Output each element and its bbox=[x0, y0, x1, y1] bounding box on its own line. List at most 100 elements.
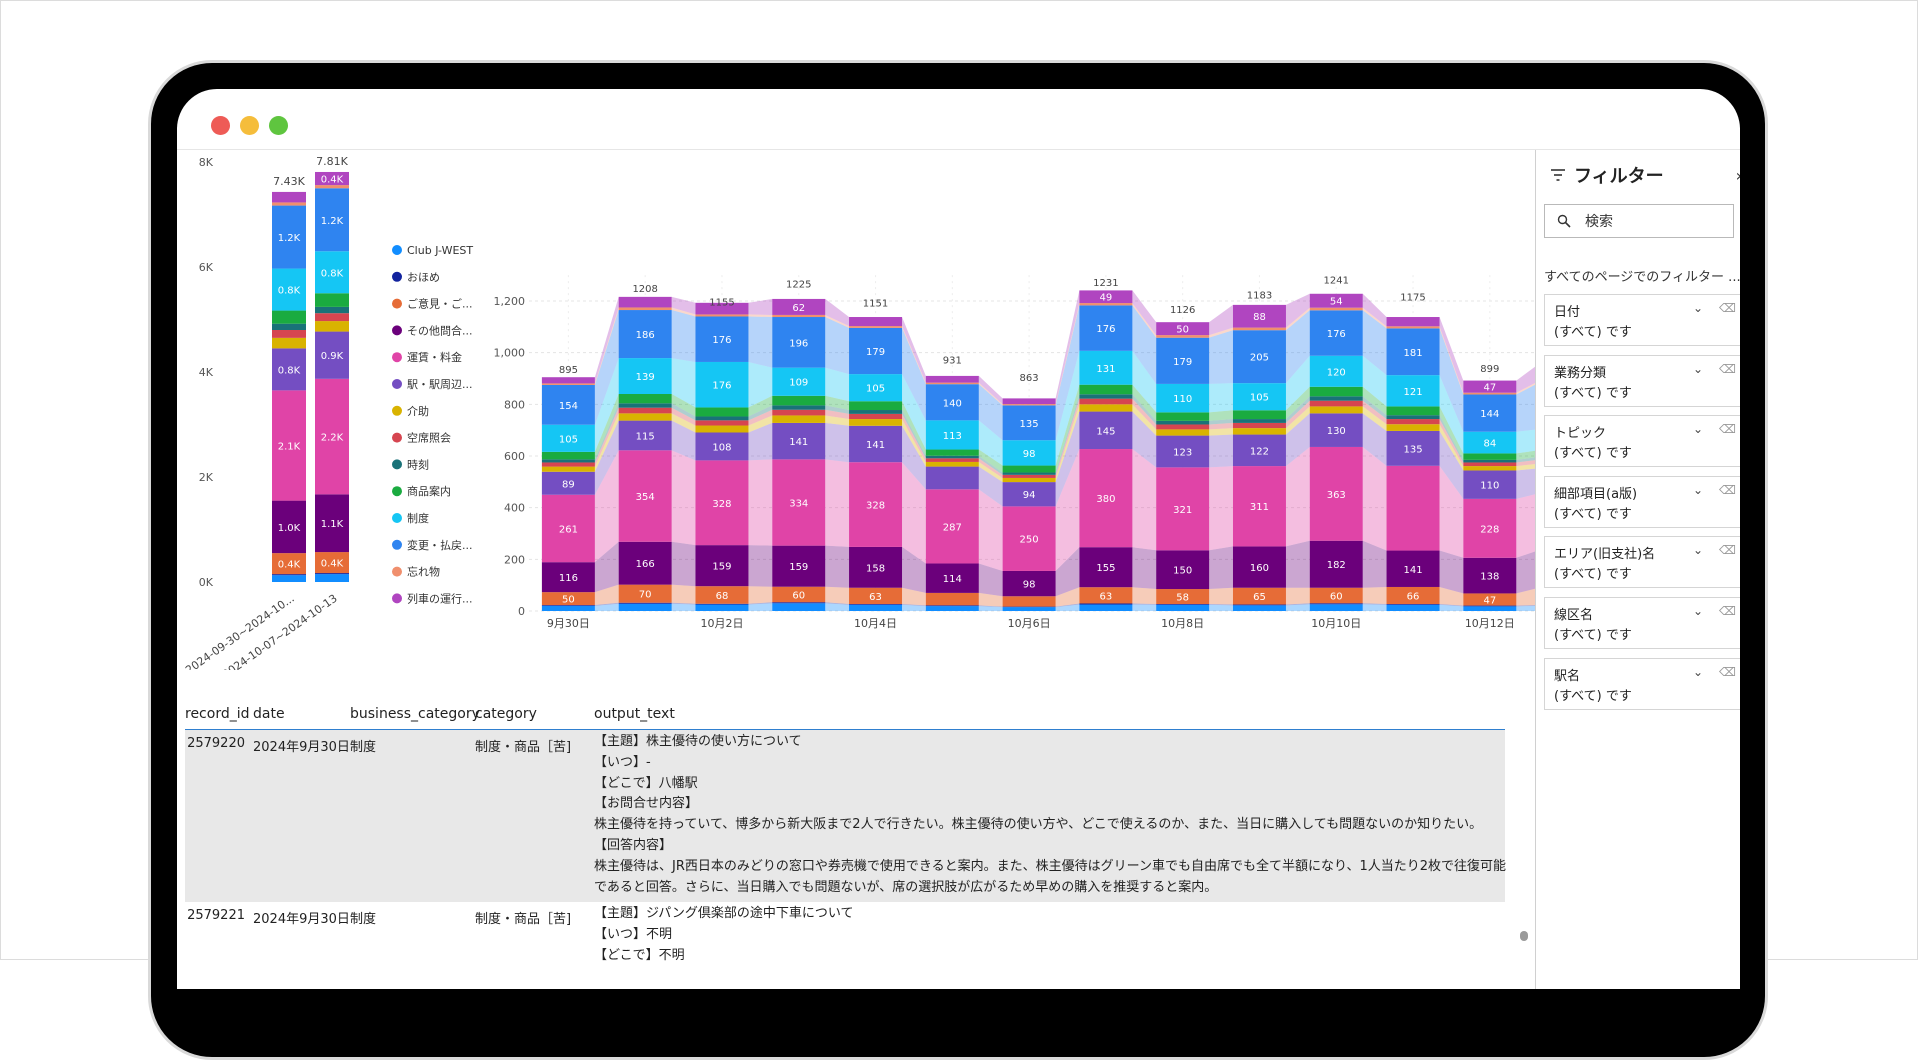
legend-label: その他問合... bbox=[407, 323, 473, 337]
ribbon bbox=[978, 489, 1003, 571]
ribbon bbox=[1055, 411, 1080, 507]
clear-filter-icon[interactable]: ⌫ bbox=[1719, 301, 1736, 315]
legend-marker bbox=[392, 513, 402, 523]
bar-segment bbox=[1156, 589, 1210, 605]
data-label: 141 bbox=[789, 437, 808, 448]
filter-card-line[interactable]: 線区名 (すべて) です ⌄ ⌫ bbox=[1544, 597, 1740, 649]
ribbon bbox=[1209, 327, 1233, 338]
bar-segment bbox=[925, 455, 979, 459]
bar-segment bbox=[541, 494, 595, 563]
bar-segment bbox=[1079, 394, 1133, 399]
column-header-output-text[interactable]: output_text bbox=[594, 706, 675, 722]
bar-segment bbox=[1232, 604, 1286, 606]
bar-segment bbox=[849, 374, 903, 402]
bar-segment bbox=[315, 573, 349, 575]
filter-card-station[interactable]: 駅名 (すべて) です ⌄ ⌫ bbox=[1544, 658, 1740, 710]
bar-segment bbox=[618, 420, 672, 451]
data-label: 159 bbox=[789, 562, 808, 573]
bar-segment bbox=[849, 425, 903, 463]
ribbon bbox=[1132, 305, 1157, 384]
legend-marker bbox=[392, 298, 402, 309]
ribbon bbox=[1439, 406, 1464, 460]
ribbon bbox=[748, 409, 773, 426]
filter-card-date[interactable]: 日付 (すべて) です ⌄ ⌫ bbox=[1544, 294, 1740, 346]
data-label: 228 bbox=[1480, 524, 1499, 535]
ribbon bbox=[594, 310, 619, 425]
weekly-stacked-bar-chart[interactable]: 0K 2K 4K 6K 8K 0.4K 1.0K 2.1K 0.8K 0.8K 1.2K 7.43K 2… bbox=[177, 150, 477, 670]
clear-filter-icon[interactable]: ⌫ bbox=[1719, 665, 1736, 679]
data-label: 160 bbox=[1250, 563, 1269, 574]
column-header-business-category[interactable]: business_category bbox=[350, 706, 480, 722]
filter-card-topic[interactable]: トピック (すべて) です ⌄ ⌫ bbox=[1544, 415, 1740, 467]
column-header-record-id[interactable]: record_id bbox=[185, 706, 250, 722]
legend-marker bbox=[392, 245, 402, 255]
total-label: 1155 bbox=[709, 298, 734, 309]
chevron-down-icon[interactable]: ⌄ bbox=[1693, 665, 1704, 679]
data-label: 159 bbox=[712, 562, 731, 573]
bar-segment bbox=[1386, 375, 1440, 407]
maximize-window-button[interactable] bbox=[269, 116, 288, 135]
legend-marker bbox=[392, 459, 402, 470]
ribbon bbox=[1132, 604, 1157, 611]
ribbon bbox=[1362, 604, 1387, 611]
table-row[interactable]: 2579220 2024年9月30日 制度 制度・商品［苦] 【主題】株主優待の… bbox=[185, 730, 1506, 902]
filter-card-area[interactable]: エリア(旧支社)名 (すべて) です ⌄ ⌫ bbox=[1544, 536, 1740, 588]
daily-stacked-bar-chart[interactable]: 0 200 400 600 800 1,000 1,200 50 116 261 89 105 154 8… bbox=[477, 150, 1702, 670]
total-label: 863 bbox=[1020, 373, 1039, 384]
clear-filter-icon[interactable]: ⌫ bbox=[1719, 422, 1736, 436]
ribbon bbox=[1132, 394, 1157, 425]
bar-segment bbox=[541, 592, 595, 606]
ribbon bbox=[1439, 317, 1464, 393]
chevron-down-icon[interactable]: ⌄ bbox=[1693, 362, 1704, 376]
total-label: 1126 bbox=[1170, 305, 1195, 316]
bar-segment bbox=[1463, 453, 1517, 460]
chevron-down-icon[interactable]: ⌄ bbox=[1693, 604, 1704, 618]
bar-segment bbox=[1232, 422, 1286, 429]
collapse-pane-icon[interactable]: › bbox=[1736, 166, 1740, 185]
bar-segment bbox=[1463, 380, 1517, 393]
chevron-down-icon[interactable]: ⌄ bbox=[1693, 543, 1704, 557]
filter-value: (すべて) です bbox=[1554, 446, 1632, 461]
bar-segment bbox=[1079, 587, 1133, 604]
filter-card-detail-item[interactable]: 細部項目(a版) (すべて) です ⌄ ⌫ bbox=[1544, 476, 1740, 528]
chevron-down-icon[interactable]: ⌄ bbox=[1693, 301, 1704, 315]
filter-search-input[interactable]: 検索 bbox=[1544, 204, 1734, 238]
ribbon bbox=[1055, 604, 1080, 611]
ribbon bbox=[902, 425, 926, 490]
y-tick-label: 400 bbox=[504, 502, 525, 515]
column-header-category[interactable]: category bbox=[475, 706, 537, 722]
legend-label: 駅・駅周辺... bbox=[407, 378, 473, 391]
filter-card-business-category[interactable]: 業務分類 (すべて) です ⌄ ⌫ bbox=[1544, 355, 1740, 407]
minimize-window-button[interactable] bbox=[240, 116, 259, 135]
table-scrollbar[interactable] bbox=[1520, 931, 1528, 941]
ribbon bbox=[748, 314, 773, 318]
bar-segment bbox=[272, 268, 306, 311]
column-header-date[interactable]: date bbox=[253, 706, 285, 722]
clear-filter-icon[interactable]: ⌫ bbox=[1719, 483, 1736, 497]
total-label: 1175 bbox=[1400, 292, 1425, 303]
bar-segment bbox=[1463, 498, 1517, 558]
data-label: 114 bbox=[943, 574, 962, 585]
close-window-button[interactable] bbox=[211, 116, 230, 135]
legend-label: 時刻 bbox=[407, 457, 429, 471]
clear-filter-icon[interactable]: ⌫ bbox=[1719, 543, 1736, 557]
bar-segment bbox=[1232, 410, 1286, 420]
ribbon bbox=[825, 602, 850, 605]
ribbon bbox=[1132, 398, 1157, 430]
ribbon bbox=[978, 605, 1003, 608]
table-row[interactable]: 2579221 2024年9月30日 制度 制度・商品［苦] 【主題】ジパング倶… bbox=[185, 902, 1505, 989]
bar-segment bbox=[618, 584, 672, 603]
ribbon bbox=[748, 405, 773, 421]
output-text-line: 【どこで】八幡駅 bbox=[594, 775, 698, 791]
ribbon bbox=[1132, 384, 1157, 421]
chevron-down-icon[interactable]: ⌄ bbox=[1693, 483, 1704, 497]
ribbon bbox=[1285, 396, 1310, 423]
clear-filter-icon[interactable]: ⌫ bbox=[1719, 604, 1736, 618]
bar-segment bbox=[272, 574, 306, 576]
bar-segment bbox=[695, 316, 749, 362]
bar-segment bbox=[1309, 396, 1363, 401]
clear-filter-icon[interactable]: ⌫ bbox=[1719, 362, 1736, 376]
ribbon bbox=[978, 420, 1003, 466]
ribbon bbox=[1285, 446, 1310, 547]
chevron-down-icon[interactable]: ⌄ bbox=[1693, 422, 1704, 436]
